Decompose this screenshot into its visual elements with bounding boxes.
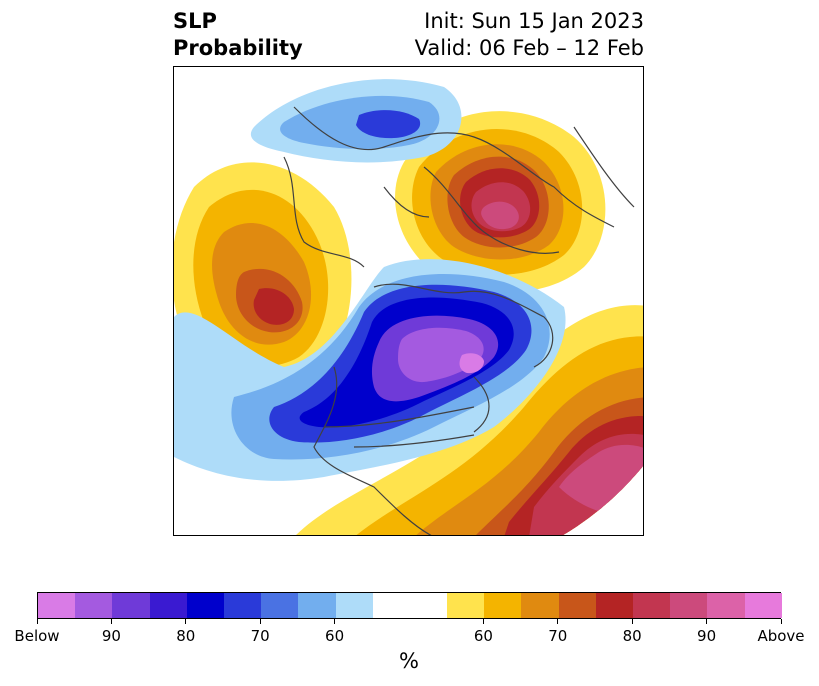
title-line-1: SLP [173,9,217,33]
forecast-dates: Init: Sun 15 Jan 2023 Valid: 06 Feb – 12… [415,8,644,62]
colorbar-tick-label: 70 [250,627,270,645]
colorbar-tick-mark [259,619,261,624]
valid-range: Valid: 06 Feb – 12 Feb [414,36,644,60]
colorbar-tick-mark [780,619,782,624]
colorbar-segment [261,593,299,618]
colorbar-tick-label: 80 [622,627,642,645]
colorbar-segment [558,593,596,618]
map-canvas [174,79,643,535]
colorbar-tick-label: 90 [101,627,121,645]
north-america-below-anomaly [174,259,566,481]
colorbar-segment [707,593,745,618]
colorbar-tick-label: 80 [176,627,196,645]
colorbar-segment [484,593,522,618]
title-line-2: Probability [173,36,303,60]
colorbar-tick-label: 60 [325,627,345,645]
colorbar-segment [670,593,708,618]
europe-below-anomaly [250,79,462,163]
colorbar-unit: % [399,649,419,673]
coastlines [283,106,635,535]
colorbar-segment [186,593,224,618]
colorbar-segment [38,593,76,618]
colorbar-tick-mark [334,619,336,624]
init-date: Init: Sun 15 Jan 2023 [424,9,644,33]
colorbar-tick-mark [185,619,187,624]
colorbar-tick-mark [110,619,112,624]
colorbar-segment [112,593,150,618]
colorbar-tick-label: Below [14,627,60,645]
colorbar-segment [447,593,485,618]
colorbar-segment [409,593,448,618]
colorbar-segment [744,593,782,618]
map-title: SLP Probability [173,8,303,62]
colorbar-segment [149,593,187,618]
colorbar-segment [298,593,336,618]
colorbar-segment [75,593,113,618]
colorbar-segment [595,593,633,618]
colorbar-tick-label: 90 [697,627,717,645]
colorbar-segment [335,593,373,618]
colorbar-tick-label: 60 [473,627,493,645]
colorbar-segment [223,593,262,618]
colorbar [37,592,782,619]
colorbar-tick-mark [631,619,633,624]
colorbar-tick-label: 70 [548,627,568,645]
probability-map [173,66,644,536]
siberia-above-anomaly [395,111,606,293]
colorbar-tick-mark [557,619,559,624]
colorbar-segment [372,593,410,618]
colorbar-segment [521,593,559,618]
colorbar-tick-mark [706,619,708,624]
colorbar-tick-mark [36,619,38,624]
colorbar-tick-mark [482,619,484,624]
colorbar-tick-label: Above [757,627,805,645]
colorbar-segment [633,593,671,618]
